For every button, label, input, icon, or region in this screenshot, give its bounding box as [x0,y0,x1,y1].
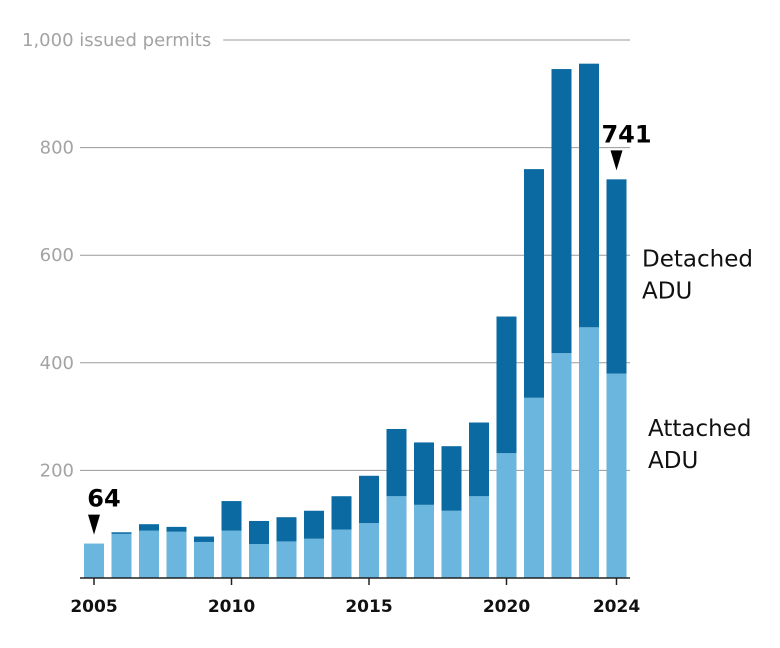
bar-attached-adu-2012 [276,541,297,578]
bar-attached-adu-2017 [414,504,434,578]
bar-detached-adu-2013 [304,510,324,539]
bar-detached-adu-2015 [359,475,379,524]
y-tick-label-600: 600 [40,245,74,266]
x-tick-label-2020: 2020 [483,597,530,617]
bar-attached-adu-2008 [166,531,187,578]
y-tick-label-1-000-issued-permits: 1,000 issued permits [22,30,211,51]
bar-attached-adu-2024 [606,373,627,578]
y-tick-label-400: 400 [40,353,74,374]
bar-detached-adu-2016 [386,428,407,497]
bar-attached-adu-2013 [304,538,324,578]
bar-detached-adu-2014 [331,496,352,530]
callout-value-2024: 741 [601,120,651,148]
bar-detached-adu-2009 [194,536,214,542]
bar-attached-adu-2016 [386,496,407,578]
callout-arrow-2024 [610,150,623,171]
bar-detached-adu-2010 [221,501,242,531]
bar-detached-adu-2019 [469,422,489,497]
bar-detached-adu-2008 [166,526,187,532]
bar-detached-adu-2011 [249,520,269,545]
callout-value-2005: 64 [87,485,120,513]
bar-attached-adu-2021 [524,397,544,578]
bar-attached-adu-2006 [111,533,132,578]
bar-attached-adu-2014 [331,529,352,578]
x-tick-label-2015: 2015 [345,597,392,617]
bar-attached-adu-2023 [579,327,599,578]
bar-detached-adu-2020 [496,316,517,454]
series-label-detached-adu-line-2: ADU [642,278,692,304]
bar-attached-adu-2022 [551,353,572,578]
bar-detached-adu-2012 [276,517,297,542]
x-tick-label-2010: 2010 [208,597,255,617]
bar-detached-adu-2017 [414,442,434,505]
bar-detached-adu-2006 [111,532,132,534]
bar-attached-adu-2020 [496,453,517,578]
labels: 64 741 Detached ADU Attached ADU [87,120,753,535]
bar-attached-adu-2019 [469,496,489,578]
bar-attached-adu-2015 [359,523,379,578]
bar-detached-adu-2018 [441,446,462,511]
bar-attached-adu-2005 [84,543,104,578]
series-label-attached-adu-line-1: Attached [648,416,751,442]
bar-detached-adu-2022 [551,69,572,354]
bar-attached-adu-2010 [221,530,242,578]
bar-detached-adu-2007 [139,524,159,531]
x-axis: 2005 2010 2015 2020 2024 [70,577,640,617]
bar-attached-adu-2009 [194,541,214,578]
y-tick-label-200: 200 [40,460,74,481]
bar-detached-adu-2024 [606,179,627,374]
series-label-detached-adu-line-1: Detached [642,246,753,272]
bar-detached-adu-2023 [579,63,599,328]
bar-attached-adu-2018 [441,510,462,578]
bars [84,63,627,578]
x-tick-label-2024: 2024 [593,597,640,617]
bar-detached-adu-2021 [524,169,544,398]
bar-attached-adu-2007 [139,530,159,578]
bar-attached-adu-2011 [249,544,269,578]
series-label-attached-adu-line-2: ADU [648,448,698,474]
x-tick-label-2005: 2005 [70,597,117,617]
callout-arrow-2005 [88,514,100,535]
y-tick-label-800: 800 [40,138,74,159]
